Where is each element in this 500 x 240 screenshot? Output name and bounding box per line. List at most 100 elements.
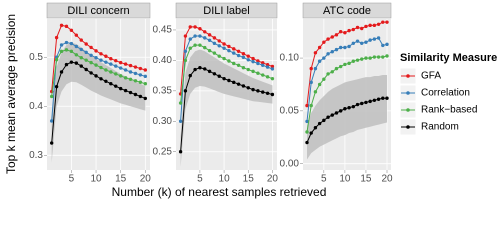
point [128,90,133,95]
point [232,51,236,55]
point [256,71,260,75]
point [74,53,79,57]
y-tick-label: 0.05 [280,106,300,117]
point [385,42,389,47]
strip [302,2,392,19]
ribbon [51,42,146,163]
point [305,140,309,145]
point [138,94,143,99]
point [49,141,54,145]
point [207,38,212,43]
point [241,84,246,88]
y-tick-label: 0.00 [280,158,300,169]
y-tick-label: 0.5 [29,52,43,63]
point [236,53,241,58]
point [193,25,197,29]
strip-label: ATC code [323,5,371,17]
point [99,65,103,70]
point [143,96,148,101]
point [138,73,143,77]
point [133,92,138,97]
point [261,73,265,77]
legend-label: Rank−based [421,105,477,116]
point [347,105,351,110]
x-tick-label: 10 [339,174,351,185]
point [114,84,118,88]
point [99,52,103,56]
point [222,76,226,81]
point [94,74,98,78]
point [79,38,83,42]
point [104,79,108,83]
point [368,99,372,104]
point [89,71,93,75]
point [59,23,64,28]
point [123,62,128,66]
point [188,37,192,41]
point [198,27,202,31]
point [246,86,250,90]
point [232,61,236,66]
point [94,63,98,67]
point [309,103,313,108]
point [212,51,217,55]
legend-point [406,125,410,129]
point [322,118,326,123]
point [178,119,183,123]
y-tick-label: 0.40 [153,55,173,66]
point [326,37,330,41]
x-tick-label: 20 [381,174,393,185]
point [305,130,309,134]
point [183,34,188,38]
point [109,70,113,74]
point [207,48,212,53]
point [54,84,59,89]
point [89,53,93,57]
point [133,71,138,76]
point [79,47,83,52]
point [222,46,226,50]
point [118,86,123,91]
point [246,54,250,58]
point [317,121,322,126]
x-tick-label: 10 [90,174,102,185]
y-tick-label: 0.4 [29,101,43,112]
point [89,45,93,50]
point [385,20,389,24]
point [347,28,351,33]
point [193,34,197,38]
point [198,66,202,70]
point [109,82,113,86]
point [326,52,330,56]
strip [46,2,151,19]
y-axis-label: Top k mean average precision [4,14,18,174]
x-tick-label: 5 [321,174,327,185]
point [251,69,255,74]
point [203,67,207,71]
point [313,66,318,71]
point [364,40,368,44]
point [317,59,322,63]
point [59,49,64,54]
point [343,45,347,50]
point [59,70,64,74]
y-tick-label: 0.45 [153,25,173,36]
y-tick-label: 0.3 [29,150,43,161]
point [227,44,231,49]
point [69,60,74,64]
point [261,61,265,65]
point [79,64,83,68]
point [64,48,69,52]
point [138,66,143,71]
point [256,59,260,63]
x-tick-label: 15 [115,174,127,185]
point [227,78,231,83]
point [364,24,368,29]
point [355,39,360,43]
point [372,55,377,59]
point [128,70,133,74]
point [334,47,339,52]
point [118,60,123,65]
point [203,36,207,40]
x-tick-label: 5 [197,174,203,185]
